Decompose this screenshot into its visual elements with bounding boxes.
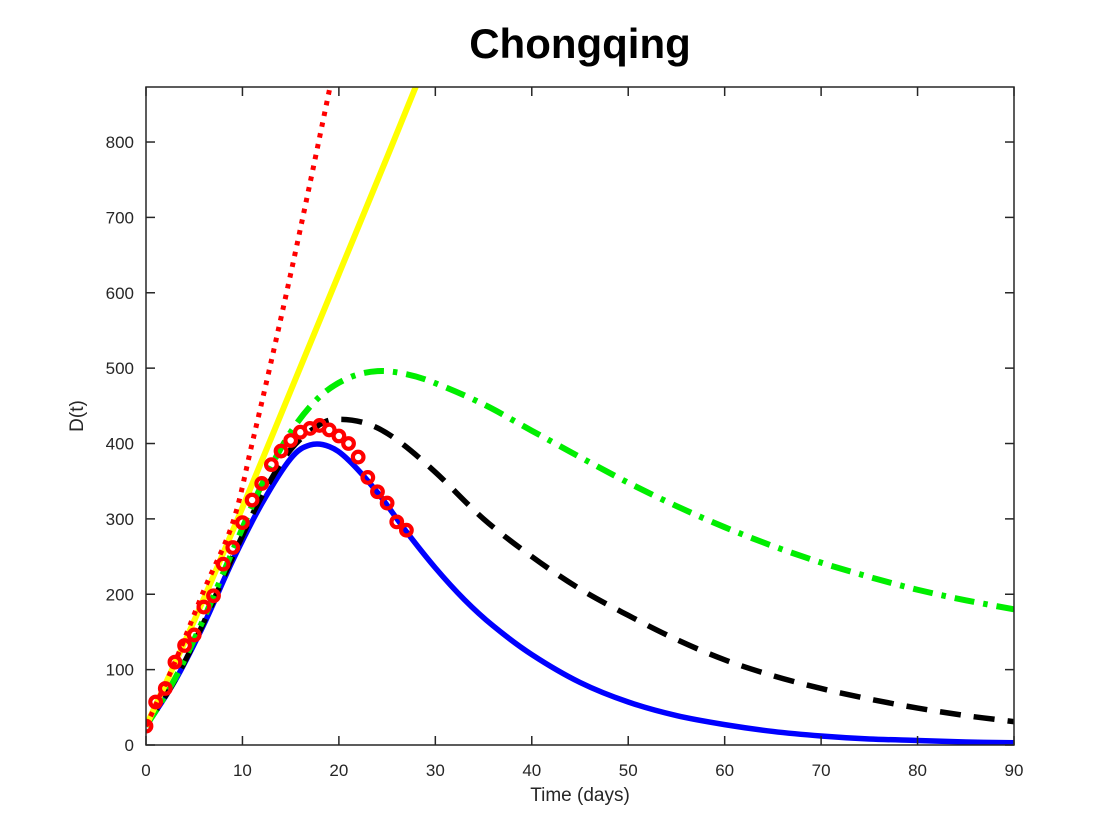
y-tick-label: 800 (106, 133, 134, 152)
data-point-marker (157, 681, 173, 696)
x-tick-label: 90 (1005, 761, 1024, 780)
data-point-marker (146, 718, 154, 734)
x-tick-label: 0 (141, 761, 150, 780)
data-point-marker (254, 476, 270, 491)
y-tick-label: 600 (106, 284, 134, 303)
series-model-red-dotted (146, 87, 333, 728)
y-tick-label: 500 (106, 359, 134, 378)
data-point-marker (167, 654, 183, 670)
x-tick-label: 60 (715, 761, 734, 780)
data-point-marker (399, 522, 414, 538)
series-model-blue-solid (146, 441, 1014, 745)
x-axis-label: Time (days) (530, 785, 630, 806)
data-point-marker (225, 540, 241, 555)
data-point-marker (186, 627, 202, 643)
data-point-marker (379, 495, 395, 511)
y-tick-label: 100 (106, 661, 134, 680)
data-point-marker (273, 443, 289, 459)
data-point-marker (244, 492, 260, 508)
series-model-yellow-linear (146, 87, 419, 728)
data-point-marker (360, 470, 376, 485)
data-point-marker (341, 436, 356, 451)
y-tick-label: 200 (106, 585, 134, 604)
x-tick-label: 30 (426, 761, 445, 780)
y-tick-label: 0 (125, 736, 134, 755)
series-observed-data-points (146, 418, 414, 734)
y-tick-label: 300 (106, 510, 134, 529)
data-point-marker (235, 515, 250, 531)
data-point-marker (215, 556, 231, 572)
x-tick-label: 20 (329, 761, 348, 780)
x-tick-label: 10 (233, 761, 252, 780)
data-point-marker (331, 428, 347, 444)
plot-axes: 0 10 20 30 40 50 60 70 80 90 0 100 200 300 400 500 600 70… (106, 86, 1024, 780)
data-point-marker (350, 449, 366, 465)
plot-series (146, 87, 1014, 745)
data-point-marker (283, 433, 299, 448)
data-point-marker (206, 588, 221, 604)
data-point-marker (196, 599, 212, 615)
data-point-marker (370, 484, 385, 500)
y-tick-label: 700 (106, 208, 134, 227)
y-tick-label: 400 (106, 435, 134, 454)
x-tick-label: 70 (812, 761, 831, 780)
x-tick-label: 40 (522, 761, 541, 780)
x-tick-label: 80 (908, 761, 927, 780)
data-point-marker (321, 422, 337, 438)
data-point-marker (263, 457, 279, 473)
plot-box (145, 86, 1015, 746)
x-tick-label: 50 (619, 761, 638, 780)
data-point-marker (148, 694, 164, 710)
data-point-marker (177, 638, 192, 653)
y-axis-label: D(t) (67, 400, 88, 432)
data-point-marker (389, 514, 405, 530)
chart-title: Chongqing (469, 20, 691, 67)
